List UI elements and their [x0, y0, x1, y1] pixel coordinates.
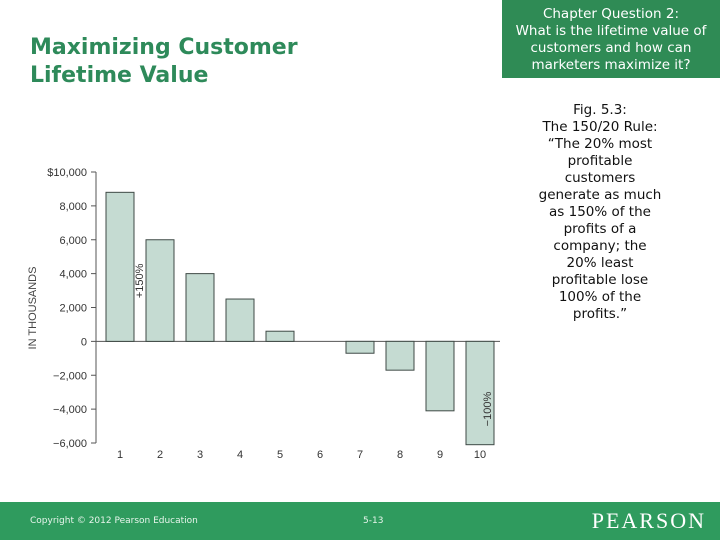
figure-caption: Fig. 5.3: The 150/20 Rule: “The 20% most… [520, 102, 680, 323]
x-tick-label: 8 [397, 449, 403, 461]
caption-line: 100% of the [558, 289, 642, 305]
caption-line: profits of a [563, 221, 637, 237]
slide-title: Maximizing Customer Lifetime Value [30, 35, 298, 88]
y-tick-label: 2,000 [59, 303, 87, 315]
x-tick-label: 3 [197, 449, 203, 461]
bar-1 [105, 191, 135, 342]
x-tick-label: 10 [474, 449, 486, 461]
y-tick-label: 6,000 [59, 235, 87, 247]
x-tick-label: 6 [317, 449, 323, 461]
chapter-question-box: Chapter Question 2: What is the lifetime… [502, 0, 720, 78]
bar-3 [185, 273, 215, 342]
bars [96, 191, 500, 446]
caption-line: profits.” [572, 306, 628, 322]
caption-line: The 150/20 Rule: [542, 119, 658, 135]
question-line: customers and how can [530, 40, 692, 56]
caption-line: 20% least [566, 255, 634, 271]
x-tick-label: 5 [277, 449, 283, 461]
caption-line: profitable lose [551, 272, 649, 288]
y-tick-label: 4,000 [59, 269, 87, 281]
x-tick-label: 2 [157, 449, 163, 461]
bar-8 [385, 340, 415, 371]
caption-line: customers [564, 170, 636, 186]
annotations: +150% −100% [134, 263, 494, 426]
bar-7 [345, 340, 375, 354]
footer-bar: Copyright © 2012 Pearson Education 5-13 … [0, 502, 720, 540]
caption-line: company; the [553, 238, 647, 254]
pearson-logo: PEARSON [591, 508, 706, 533]
bar-4 [225, 298, 255, 342]
customer-profit-bar-chart: $10,000 8,000 6,000 4,000 2,000 0 −2,000 −4,000… [27, 167, 500, 461]
y-tick-label: −4,000 [53, 404, 87, 416]
y-axis-label: IN THOUSANDS [27, 267, 39, 350]
caption-line: profitable [567, 153, 633, 169]
x-tick-label: 4 [237, 449, 243, 461]
caption-line: generate as much [538, 187, 662, 203]
annotation-label: +150% [134, 263, 146, 298]
bar-9 [425, 340, 455, 412]
question-line: What is the lifetime value of [515, 23, 707, 39]
bar-10 [465, 340, 495, 446]
page-number: 5-13 [363, 516, 384, 526]
annotation-label: −100% [482, 392, 494, 427]
caption-line: as 150% of the [549, 204, 651, 220]
y-axis: $10,000 8,000 6,000 4,000 2,000 0 −2,000 −4,000… [47, 167, 97, 450]
copyright-text: Copyright © 2012 Pearson Education [30, 516, 198, 526]
y-tick-label: −2,000 [53, 370, 87, 382]
y-tick-label: −6,000 [53, 438, 87, 450]
caption-line: Fig. 5.3: [573, 102, 627, 118]
bar-2 [145, 239, 175, 342]
x-axis-ticks: 1 2 3 4 5 6 7 8 9 10 [117, 449, 486, 461]
x-tick-label: 7 [357, 449, 363, 461]
question-line: Chapter Question 2: [542, 6, 680, 22]
y-tick-label: $10,000 [47, 167, 87, 179]
y-tick-label: 0 [81, 336, 87, 348]
y-tick-label: 8,000 [59, 201, 87, 213]
x-tick-label: 9 [437, 449, 443, 461]
caption-line: “The 20% most [547, 136, 653, 152]
x-tick-label: 1 [117, 449, 123, 461]
bar-5 [265, 330, 295, 342]
question-line: marketers maximize it? [531, 57, 691, 73]
